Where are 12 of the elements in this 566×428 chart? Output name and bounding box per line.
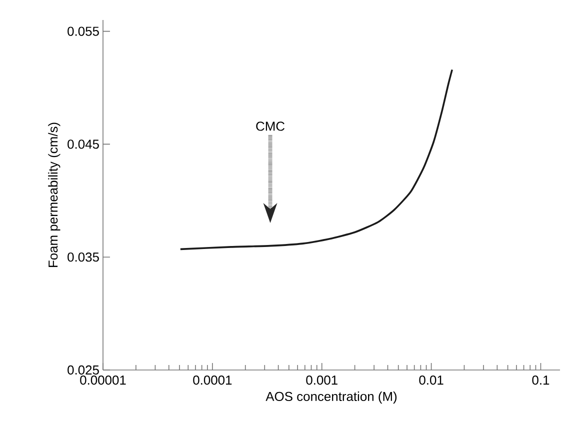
x-tick-label: 0.001 [306, 376, 338, 385]
y-axis-title: Foam permeability (cm/s) [48, 122, 60, 267]
y-tick-label: 0.055 [68, 26, 99, 36]
x-axis-title: AOS concentration (M) [266, 392, 397, 404]
x-tick-label: 0.1 [532, 376, 550, 385]
y-tick-label: 0.025 [68, 365, 99, 375]
y-tick-label: 0.045 [68, 140, 99, 149]
annotation: CMC [256, 122, 285, 131]
x-tick-label: 0.00001 [80, 376, 126, 385]
x-tick-label: 0.0001 [193, 376, 232, 385]
x-tick-label: 0.01 [419, 376, 444, 385]
y-tick-label: 0.035 [68, 252, 99, 262]
